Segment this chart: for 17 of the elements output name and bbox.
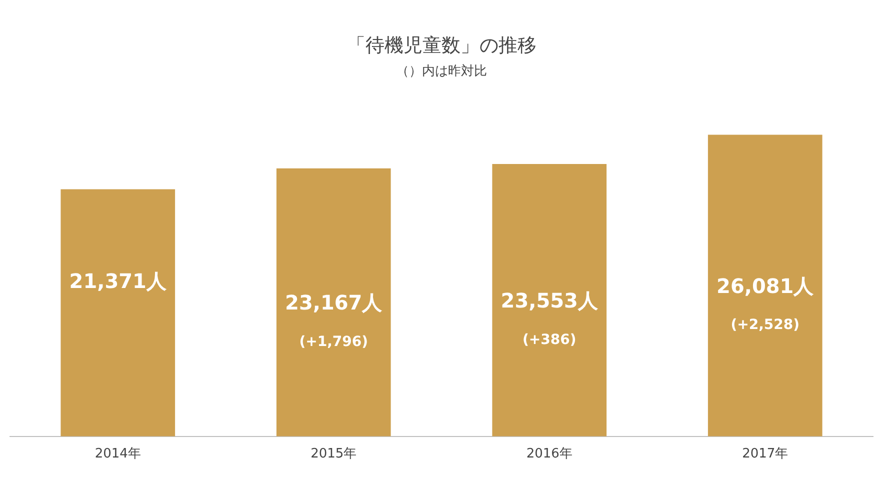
annotation: (+2,528)	[730, 317, 800, 334]
x-tick-label: 2014年	[94, 446, 141, 462]
data-label: 21,371人	[69, 269, 168, 294]
x-tick-label: 2017年	[742, 446, 788, 462]
bar	[708, 134, 822, 436]
bar	[276, 168, 391, 436]
data-label: 26,081人	[716, 274, 815, 298]
bar	[492, 164, 607, 436]
annotation: (+1,796)	[299, 334, 368, 350]
data-label: 23,553人	[500, 288, 599, 312]
data-label: 23,167人	[285, 290, 384, 315]
chart-title: 「待機児童数」の推移	[346, 34, 536, 56]
bar	[60, 189, 176, 436]
annotation: (+386)	[522, 332, 576, 348]
x-tick-label: 2016年	[526, 446, 572, 462]
chart-subtitle: （）内は昨対比	[396, 62, 487, 79]
x-tick-label: 2015年	[310, 446, 357, 462]
